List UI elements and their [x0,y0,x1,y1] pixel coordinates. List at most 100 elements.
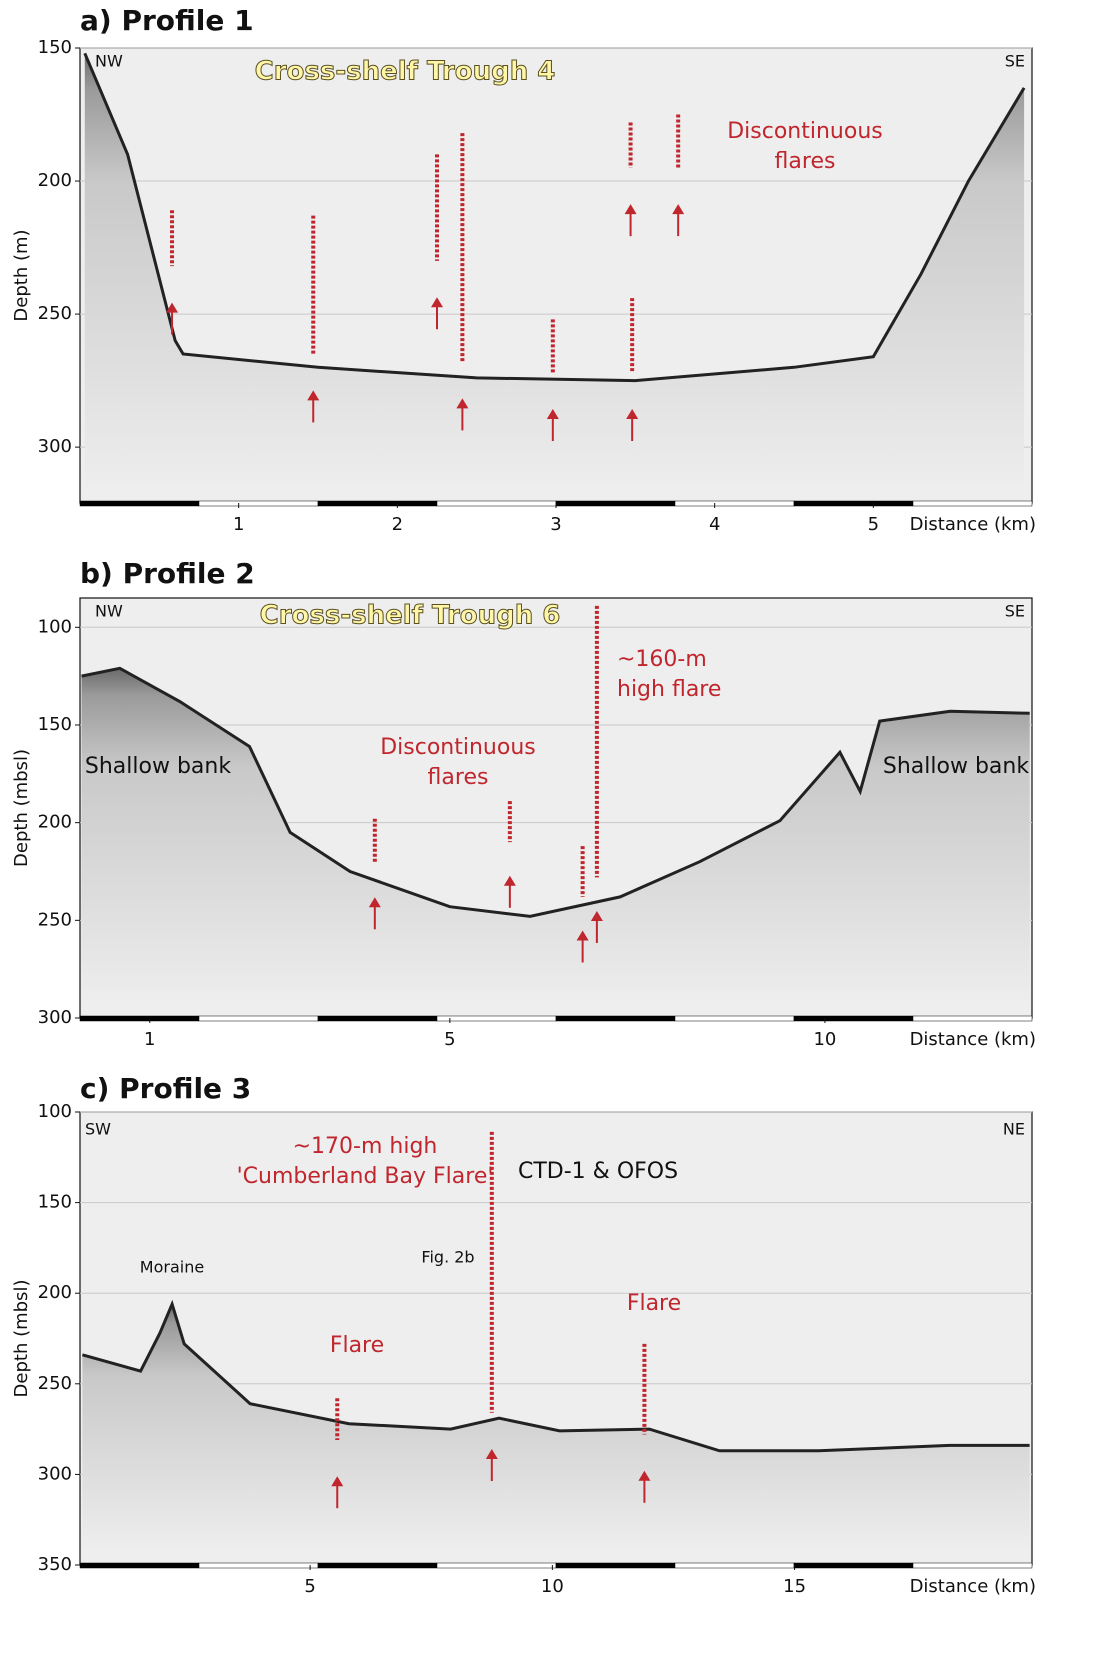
y-tick-label: 250 [38,1373,72,1394]
y-tick-label: 150 [38,1192,72,1213]
scale-bar [198,1015,319,1022]
sediment-area [84,53,1025,485]
panel-title: b) Profile 2 [80,557,255,590]
scale-bar [198,500,319,507]
annotation: Flare [330,1333,384,1358]
scale-bar [555,1562,676,1569]
flare-arrowhead [626,409,639,420]
annotation: SE [1005,52,1025,71]
annotation: NW [95,52,123,71]
scale-bar [912,1015,1033,1022]
x-axis-label: Distance (km) [910,1029,1036,1050]
x-tick-label: 3 [550,514,561,535]
annotation: Discontinuous [727,119,883,144]
scale-bar [79,500,200,507]
x-tick-label: 10 [541,1576,564,1597]
seafloor-line [81,1299,1030,1453]
y-tick-label: 300 [38,1463,72,1484]
x-axis-label: Distance (km) [910,1576,1036,1597]
scale-bar [555,1015,676,1022]
scale-bar [436,500,557,507]
scale-bar [317,1562,438,1569]
scale-bar [79,1562,200,1569]
scale-bar [317,1015,438,1022]
y-tick-label: 200 [38,812,72,833]
y-tick-label: 200 [38,170,72,191]
scale-bar [793,1015,914,1022]
annotation: SE [1005,602,1025,621]
scale-bar [198,1562,319,1569]
x-tick-label: 1 [233,514,244,535]
annotation: SW [85,1120,111,1139]
scale-bar [912,1562,1033,1569]
x-tick-label: 10 [813,1029,836,1050]
annotation: Flare [627,1291,681,1316]
x-tick-label: 4 [709,514,720,535]
scale-bar [674,500,795,507]
x-tick-label: 5 [868,514,879,535]
annotation: Shallow bank [883,754,1029,779]
x-tick-label: 1 [144,1029,155,1050]
scale-bar [79,1015,200,1022]
flare-arrowhead [590,910,603,921]
panel-title: a) Profile 1 [80,4,254,37]
y-tick-label: 300 [38,436,72,457]
y-tick-label: 100 [38,1101,72,1122]
sediment-area [82,1304,1030,1547]
y-tick-label: 350 [38,1554,72,1575]
scale-bar [793,500,914,507]
y-axis-label: Depth (mbsl) [11,749,32,867]
annotation: flares [428,765,489,790]
scale-bar [555,500,676,507]
seafloor-line [81,666,1030,918]
scale-bar [674,1562,795,1569]
x-tick-label: 5 [444,1029,455,1050]
scale-bar [912,500,1033,507]
y-tick-label: 150 [38,37,72,58]
annotation: Fig. 2b [421,1248,474,1267]
y-axis-label: Depth (mbsl) [11,1280,32,1398]
annotation: Cross-shelf Trough 4 [255,57,556,87]
x-tick-label: 15 [783,1576,806,1597]
x-tick-label: 5 [304,1576,315,1597]
scale-bar [793,1562,914,1569]
flare-arrowhead [485,1449,498,1460]
flare-arrowhead [624,204,637,215]
scale-bar [674,1015,795,1022]
annotation: 'Cumberland Bay Flare' [237,1164,494,1189]
y-tick-label: 250 [38,303,72,324]
y-tick-label: 150 [38,714,72,735]
flare-arrowhead [576,930,589,941]
flare-arrowhead [431,297,443,308]
annotation: Shallow bank [85,754,231,779]
y-tick-label: 200 [38,1282,72,1303]
flare-arrowhead [331,1476,344,1487]
x-tick-label: 2 [392,514,403,535]
y-tick-label: 100 [38,616,72,637]
annotation: NE [1003,1120,1025,1139]
flare-arrowhead [672,204,685,215]
sediment-area [81,668,1030,1002]
annotation: NW [95,602,123,621]
scale-bar [436,1015,557,1022]
panel-title: c) Profile 3 [80,1072,251,1105]
flare-arrowhead [503,875,516,886]
annotation: Discontinuous [380,735,536,760]
annotation: Cross-shelf Trough 6 [260,601,561,631]
flare-arrowhead [546,409,559,420]
y-axis-label: Depth (m) [11,229,32,321]
annotation: ~160-m [617,647,707,672]
annotation: Moraine [140,1258,204,1277]
flare-arrowhead [456,398,469,409]
scale-bar [436,1562,557,1569]
annotation: ~170-m high [293,1134,438,1159]
scale-bar [317,500,438,507]
flare-arrowhead [166,302,179,313]
annotation: CTD-1 & OFOS [518,1159,678,1184]
flare-arrowhead [638,1470,651,1481]
seafloor-line [83,52,1026,383]
y-tick-label: 300 [38,1007,72,1028]
annotation: flares [775,149,836,174]
